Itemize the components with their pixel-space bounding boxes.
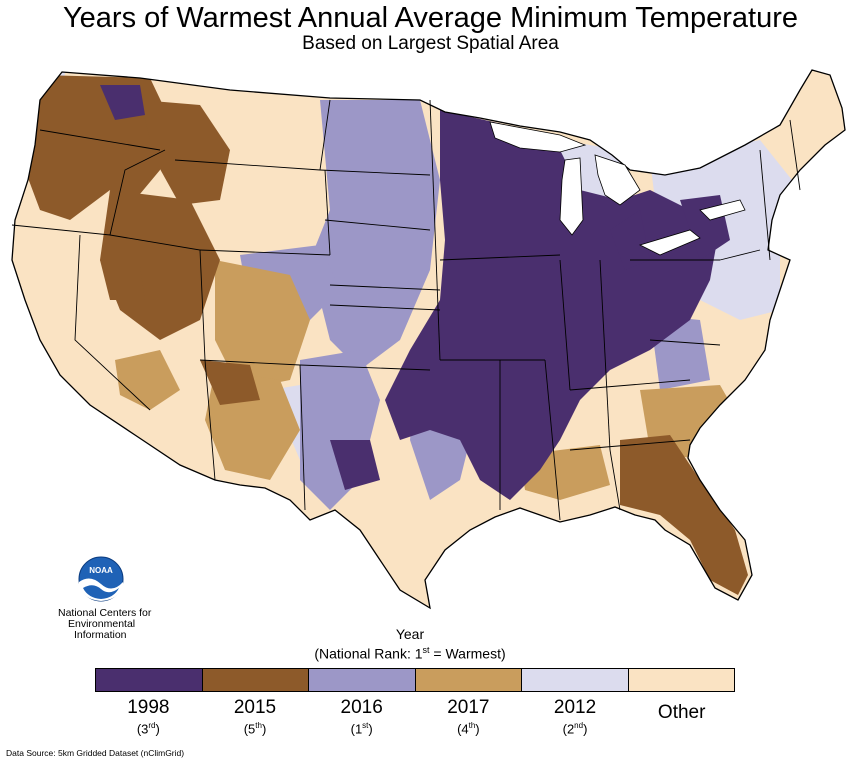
legend-year: 1998 — [127, 697, 170, 718]
legend-year: 2016 — [340, 697, 383, 718]
legend-subheading: (National Rank: 1st = Warmest) — [314, 645, 506, 662]
legend-labels: 1998 (3rd) 2015 (5th) 2016 (1st) 2017 (4th) 2012… — [95, 698, 735, 737]
legend-swatch-2015 — [202, 669, 309, 691]
legend-rank: (2nd) — [562, 721, 588, 737]
noaa-logo: NOAA — [78, 556, 124, 602]
org-name: National Centers for Environmental Infor… — [58, 608, 178, 641]
legend-label-2015: 2015 (5th) — [202, 698, 309, 737]
data-source: Data Source: 5km Gridded Dataset (nClimG… — [6, 748, 185, 758]
legend-rank: (5th) — [243, 721, 267, 737]
legend-rank: (3rd) — [136, 721, 160, 737]
legend-heading: Year — [395, 626, 425, 642]
legend-rank: (1st) — [350, 721, 373, 737]
legend-swatch-1998 — [96, 669, 203, 691]
legend-title: Year (National Rank: 1st = Warmest) — [260, 626, 560, 662]
region-2015 — [25, 75, 748, 595]
noaa-logo-text: NOAA — [89, 566, 113, 575]
legend-label-1998: 1998 (3rd) — [95, 698, 202, 737]
map-subtitle: Based on Largest Spatial Area — [302, 33, 559, 54]
legend-label-other: Other — [628, 698, 735, 737]
legend-rank: (4th) — [457, 721, 480, 737]
legend-swatch-2016 — [309, 669, 416, 691]
legend-swatch-2017 — [415, 669, 522, 691]
us-temperature-map — [11, 69, 846, 610]
great-lakes — [489, 121, 746, 256]
org-line-3: Information — [74, 629, 127, 641]
legend-colorbar — [95, 668, 735, 692]
legend-label-2017: 2017 (4th) — [415, 698, 522, 737]
org-line-1: National Centers for — [58, 607, 152, 619]
legend-label-2016: 2016 (1st) — [308, 698, 415, 737]
map-title: Years of Warmest Annual Average Minimum … — [62, 2, 799, 34]
legend-year: 2017 — [447, 697, 490, 718]
legend-year: 2012 — [553, 697, 597, 718]
legend-year: 2015 — [233, 697, 277, 718]
org-line-2: Environmental — [68, 618, 136, 630]
legend-swatch-2012 — [522, 669, 629, 691]
legend-label-2012: 2012 (2nd) — [522, 698, 629, 737]
region-1998 — [100, 85, 730, 500]
legend-year: Other — [657, 702, 706, 723]
state-borders — [11, 99, 801, 521]
legend-swatch-other — [628, 669, 734, 691]
us-outline — [11, 69, 846, 610]
